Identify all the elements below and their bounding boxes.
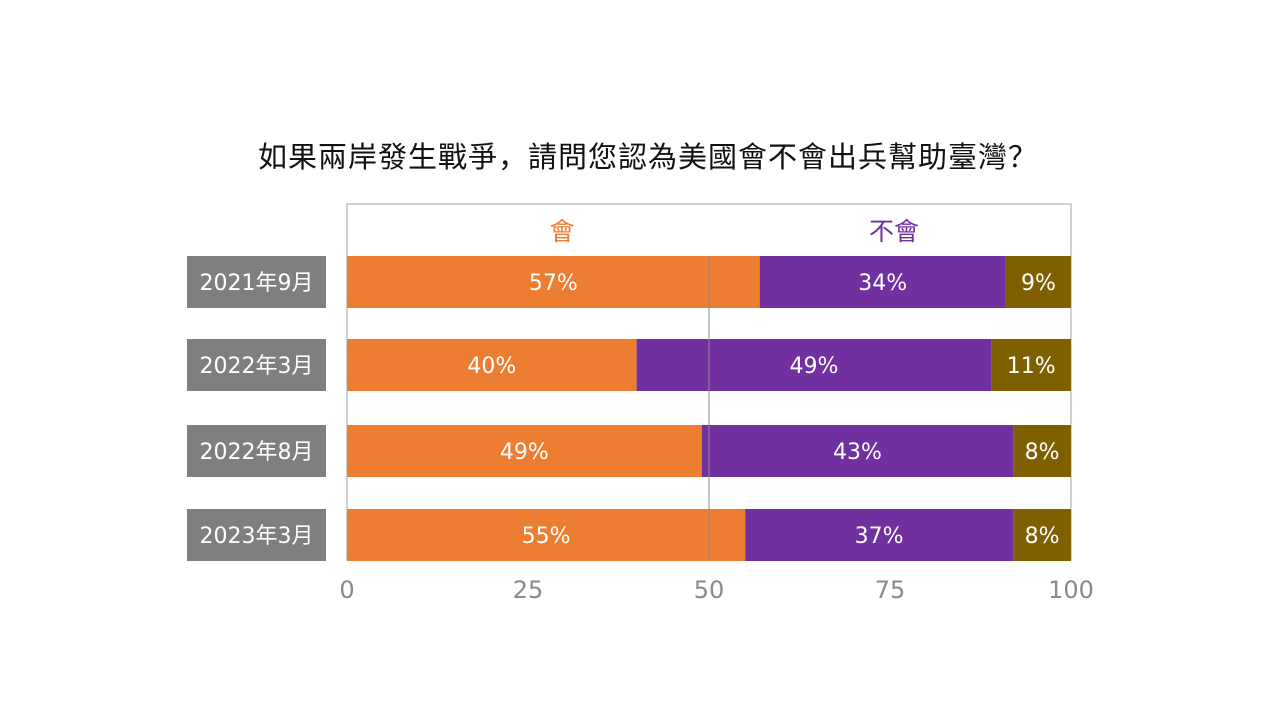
category-label-box-1 — [187, 256, 326, 308]
data-label-1-row-4: 55% — [522, 524, 571, 549]
category-label-3: 2022年8月 — [200, 440, 314, 465]
category-label-2: 2022年3月 — [200, 354, 314, 379]
x-axis-ticks: 0 25 50 75 100 — [339, 576, 1094, 604]
data-label-3-row-4: 8% — [1025, 524, 1060, 549]
legend: 會 不會 — [549, 217, 919, 246]
bar-segment-2-row-1 — [759, 256, 1006, 308]
bar-segment-2-row-2 — [636, 339, 992, 391]
bar-segment-3-row-3 — [1013, 425, 1071, 477]
category-label-4: 2023年3月 — [200, 524, 314, 549]
bar-segment-3-row-4 — [1013, 509, 1071, 561]
bar-segment-1-row-1 — [347, 256, 760, 308]
x-tick-label-75: 75 — [875, 576, 906, 604]
category-label-box-2 — [187, 339, 326, 391]
x-tick-label-0: 0 — [339, 576, 354, 604]
x-tick-label-100: 100 — [1048, 576, 1094, 604]
data-label-1-row-3: 49% — [500, 440, 549, 465]
bar-segment-1-row-2 — [347, 339, 637, 391]
category-label-box-4 — [187, 509, 326, 561]
bar-segment-3-row-2 — [991, 339, 1071, 391]
x-tick-label-25: 25 — [513, 576, 544, 604]
data-label-3-row-3: 8% — [1025, 440, 1060, 465]
data-label-3-row-1: 9% — [1021, 271, 1056, 296]
chart-title: 如果兩岸發生戰爭，請問您認為美國會不會出兵幫助臺灣？ — [257, 140, 1038, 174]
data-label-2-row-4: 37% — [855, 524, 904, 549]
bar-segment-2-row-3 — [701, 425, 1014, 477]
bar-segment-1-row-3 — [347, 425, 702, 477]
category-labels: 2021年9月 2022年3月 2022年8月 2023年3月 — [187, 256, 326, 561]
bar-segment-3-row-1 — [1005, 256, 1071, 308]
legend-item-1: 會 — [549, 217, 574, 246]
category-label-1: 2021年9月 — [200, 271, 314, 296]
data-label-2-row-3: 43% — [833, 440, 882, 465]
x-tick-label-50: 50 — [694, 576, 725, 604]
data-label-1-row-2: 40% — [467, 354, 516, 379]
legend-item-2: 不會 — [869, 217, 919, 246]
bar-segment-2-row-4 — [745, 509, 1014, 561]
bar-segment-1-row-4 — [347, 509, 746, 561]
category-label-box-3 — [187, 425, 326, 477]
bars: 57% 34% 9% 40% 49% 11% 49% 43% 8% 55% 37% 8% — [347, 256, 1071, 561]
data-label-3-row-2: 11% — [1007, 354, 1056, 379]
data-label-2-row-1: 34% — [858, 271, 907, 296]
data-label-2-row-2: 49% — [790, 354, 839, 379]
data-label-1-row-1: 57% — [529, 271, 578, 296]
